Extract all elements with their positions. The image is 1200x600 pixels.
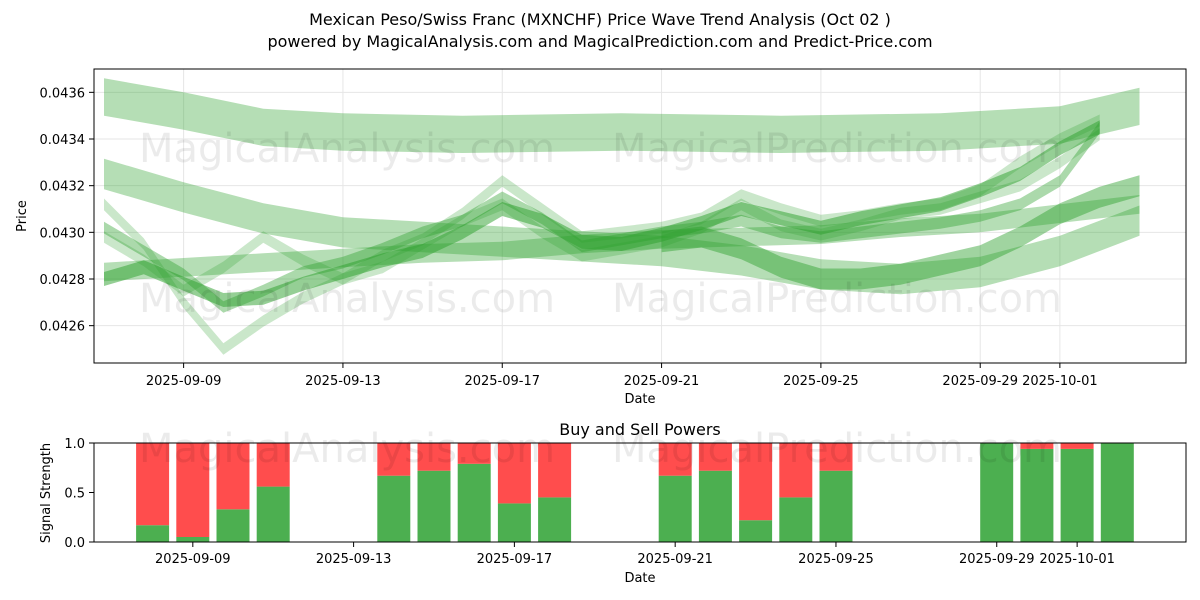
sell-bar bbox=[819, 443, 853, 471]
buy-bar bbox=[256, 486, 290, 542]
price-y-ticks: 0.0426 0.0428 0.0430 0.0432 0.0434 0.0436 bbox=[40, 86, 94, 335]
buy-bar bbox=[698, 470, 732, 542]
power-x-axis-label: Date bbox=[624, 571, 655, 586]
sell-bar bbox=[779, 443, 813, 498]
sell-bar bbox=[1020, 443, 1054, 449]
power-x-tick-label: 2025-09-13 bbox=[316, 552, 392, 567]
buy-bar bbox=[739, 520, 773, 542]
sell-bar bbox=[176, 443, 210, 537]
power-x-tick-label: 2025-10-01 bbox=[1039, 552, 1115, 567]
price-y-tick-label: 0.0430 bbox=[40, 226, 86, 241]
price-plot-frame bbox=[93, 68, 1187, 364]
buy-bar bbox=[216, 509, 250, 542]
price-chart: MagicalAnalysis.com MagicalPrediction.co… bbox=[15, 68, 1187, 407]
sell-bar bbox=[497, 443, 531, 504]
price-y-tick-label: 0.0426 bbox=[40, 320, 86, 335]
price-x-tick-label: 2025-09-25 bbox=[783, 374, 859, 389]
power-y-tick-label: 0.0 bbox=[64, 536, 85, 551]
price-x-ticks: 2025-09-09 2025-09-13 2025-09-17 2025-09-21… bbox=[146, 363, 1098, 389]
price-y-tick-label: 0.0436 bbox=[40, 86, 86, 101]
price-x-tick-label: 2025-10-01 bbox=[1022, 374, 1098, 389]
power-x-tick-label: 2025-09-09 bbox=[155, 552, 231, 567]
sell-bar bbox=[377, 443, 411, 476]
power-x-tick-label: 2025-09-21 bbox=[637, 552, 713, 567]
buy-bar bbox=[538, 497, 572, 542]
figure-title-line2: powered by MagicalAnalysis.com and Magic… bbox=[267, 32, 932, 51]
sell-bar bbox=[417, 443, 451, 471]
figure-title-line1: Mexican Peso/Swiss Franc (MXNCHF) Price … bbox=[309, 10, 891, 29]
power-x-tick-label: 2025-09-25 bbox=[798, 552, 874, 567]
sell-bar bbox=[1060, 443, 1094, 449]
wave-band-4 bbox=[104, 120, 1100, 307]
buy-bar bbox=[1100, 443, 1134, 542]
buy-bar bbox=[658, 475, 692, 542]
power-x-ticks: 2025-09-09 2025-09-13 2025-09-17 2025-09-21… bbox=[155, 542, 1115, 567]
price-y-tick-label: 0.0428 bbox=[40, 273, 86, 288]
power-y-tick-label: 0.5 bbox=[64, 487, 85, 502]
watermark-analysis-bottom: MagicalAnalysis.com bbox=[139, 426, 555, 472]
wave-band-2 bbox=[104, 158, 1140, 295]
buy-bar bbox=[136, 525, 170, 542]
power-x-tick-label: 2025-09-29 bbox=[959, 552, 1035, 567]
buy-bar bbox=[1060, 448, 1094, 542]
price-x-tick-label: 2025-09-17 bbox=[464, 374, 540, 389]
watermark-prediction-mid: MagicalPrediction.com bbox=[612, 276, 1062, 322]
watermark-prediction-bottom: MagicalPrediction.com bbox=[612, 426, 1062, 472]
price-waves bbox=[104, 78, 1140, 355]
sell-bar bbox=[256, 443, 290, 487]
buy-bar bbox=[779, 497, 813, 542]
sell-bar bbox=[658, 443, 692, 476]
price-y-tick-label: 0.0434 bbox=[40, 133, 86, 148]
wave-band-1 bbox=[104, 78, 1140, 153]
sell-bar bbox=[698, 443, 732, 471]
price-y-axis-label: Price bbox=[15, 200, 30, 232]
sell-bar bbox=[216, 443, 250, 510]
price-x-tick-label: 2025-09-09 bbox=[146, 374, 222, 389]
price-x-tick-label: 2025-09-21 bbox=[624, 374, 700, 389]
sell-bar bbox=[739, 443, 773, 521]
buy-bar bbox=[377, 475, 411, 542]
power-y-axis-label: Signal Strength bbox=[39, 443, 54, 543]
price-y-tick-label: 0.0432 bbox=[40, 180, 86, 195]
power-chart-title: Buy and Sell Powers bbox=[559, 420, 721, 439]
power-x-tick-label: 2025-09-17 bbox=[477, 552, 553, 567]
power-chart: Buy and Sell Powers MagicalAnalysis.com … bbox=[39, 420, 1187, 586]
watermark-prediction-top: MagicalPrediction.com bbox=[612, 126, 1062, 172]
buy-bar bbox=[417, 470, 451, 542]
buy-bar bbox=[457, 463, 491, 542]
buy-bar bbox=[819, 470, 853, 542]
price-x-tick-label: 2025-09-13 bbox=[305, 374, 381, 389]
sell-bar bbox=[457, 443, 491, 464]
buy-bar bbox=[1020, 448, 1054, 542]
wave-band-6 bbox=[104, 114, 1100, 355]
sell-bar bbox=[538, 443, 572, 498]
power-bars bbox=[136, 443, 1134, 542]
wave-band-8 bbox=[661, 175, 1140, 290]
wave-band-7 bbox=[104, 128, 1100, 297]
buy-bar bbox=[176, 537, 210, 542]
buy-bar bbox=[980, 443, 1014, 542]
power-y-ticks: 0.0 0.5 1.0 bbox=[64, 437, 94, 551]
price-x-tick-label: 2025-09-29 bbox=[942, 374, 1018, 389]
wave-band-5 bbox=[104, 121, 1100, 313]
watermark-analysis-top: MagicalAnalysis.com bbox=[139, 126, 555, 172]
price-x-axis-label: Date bbox=[624, 392, 655, 407]
buy-bar bbox=[497, 503, 531, 542]
sell-bar bbox=[136, 443, 170, 526]
watermark-analysis-mid: MagicalAnalysis.com bbox=[139, 276, 555, 322]
power-y-tick-label: 1.0 bbox=[64, 437, 85, 452]
